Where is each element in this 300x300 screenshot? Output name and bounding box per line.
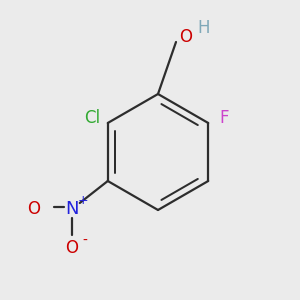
Text: Cl: Cl (84, 109, 100, 127)
Text: O: O (27, 200, 40, 218)
Text: N: N (65, 200, 79, 218)
Text: F: F (220, 109, 229, 127)
Text: O: O (65, 239, 78, 257)
Text: +: + (77, 194, 88, 206)
Text: -: - (82, 234, 87, 248)
Text: O: O (179, 28, 193, 46)
Text: H: H (198, 19, 210, 37)
